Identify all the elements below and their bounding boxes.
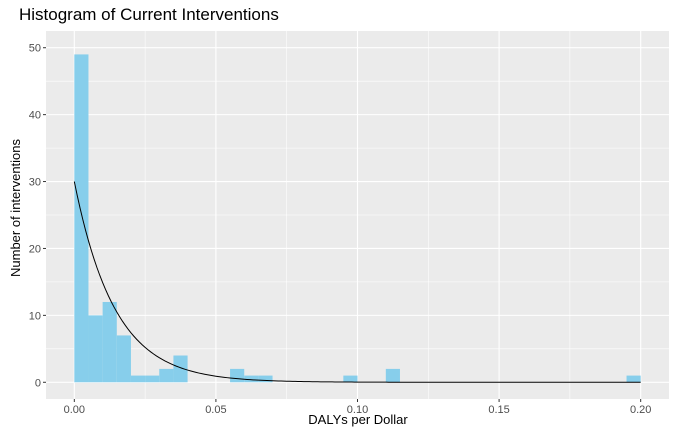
histogram-bar (258, 375, 273, 383)
histogram-bar (385, 368, 400, 383)
x-tick-label: 0.05 (205, 404, 226, 416)
x-tick-label: 0.00 (64, 404, 85, 416)
x-tick-label: 0.15 (488, 404, 509, 416)
histogram-bar (230, 368, 245, 383)
histogram-bar (130, 375, 146, 383)
histogram-bars (74, 54, 641, 383)
y-tick-label: 0 (35, 377, 41, 389)
y-axis-title: Number of interventions (8, 138, 23, 277)
histogram-bar (343, 375, 358, 383)
y-tick-label: 10 (29, 310, 41, 322)
y-axis-ticks: 0 10 20 30 40 50 (29, 43, 46, 389)
fit-curve (73, 181, 641, 383)
x-tick-label: 0.20 (630, 404, 651, 416)
histogram-bar (159, 368, 174, 383)
x-axis-title: DALYs per Dollar (308, 412, 408, 427)
x-tick-label: 0.10 (347, 404, 368, 416)
y-tick-label: 30 (29, 177, 41, 189)
histogram-bar (173, 355, 188, 383)
y-tick-label: 20 (29, 243, 41, 255)
chart-title: Histogram of Current Interventions (19, 5, 279, 24)
histogram-bar (88, 315, 103, 383)
histogram-bar (74, 54, 89, 383)
y-tick-label: 50 (29, 43, 41, 55)
histogram-bar (626, 375, 641, 383)
histogram-bar (102, 301, 117, 383)
histogram-bar (116, 335, 131, 383)
y-tick-label: 40 (29, 110, 41, 122)
x-axis-ticks: 0.00 0.05 0.10 0.15 0.20 (64, 399, 651, 416)
histogram-bar (244, 375, 259, 383)
histogram-bar (145, 375, 160, 383)
